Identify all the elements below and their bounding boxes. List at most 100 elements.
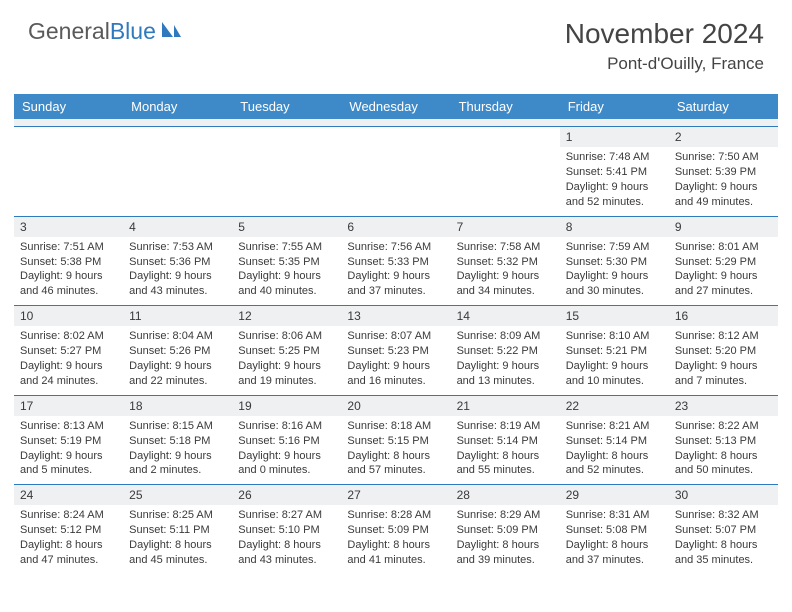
- sunrise-text: Sunrise: 8:24 AM: [20, 508, 117, 523]
- daylight1-text: Daylight: 9 hours: [20, 359, 117, 374]
- daylight2-text: and 40 minutes.: [238, 284, 335, 299]
- day-cell: 25Sunrise: 8:25 AMSunset: 5:11 PMDayligh…: [123, 485, 232, 574]
- day-cell: 3Sunrise: 7:51 AMSunset: 5:38 PMDaylight…: [14, 217, 123, 307]
- day-number: 3: [14, 217, 123, 237]
- calendar-table: Sunday Monday Tuesday Wednesday Thursday…: [14, 94, 778, 574]
- day-number: 12: [232, 306, 341, 326]
- sunset-text: Sunset: 5:29 PM: [675, 255, 772, 270]
- day-number: 14: [451, 306, 560, 326]
- day-cell: 12Sunrise: 8:06 AMSunset: 5:25 PMDayligh…: [232, 306, 341, 396]
- daylight2-text: and 30 minutes.: [566, 284, 663, 299]
- daylight1-text: Daylight: 9 hours: [238, 449, 335, 464]
- sunrise-text: Sunrise: 7:50 AM: [675, 150, 772, 165]
- day-cell: 4Sunrise: 7:53 AMSunset: 5:36 PMDaylight…: [123, 217, 232, 307]
- sunrise-text: Sunrise: 8:04 AM: [129, 329, 226, 344]
- daylight2-text: and 55 minutes.: [457, 463, 554, 478]
- day-number: 29: [560, 485, 669, 505]
- day-cell: [14, 127, 123, 217]
- col-wednesday: Wednesday: [341, 94, 450, 119]
- sunset-text: Sunset: 5:13 PM: [675, 434, 772, 449]
- daylight1-text: Daylight: 8 hours: [566, 538, 663, 553]
- sunrise-text: Sunrise: 8:07 AM: [347, 329, 444, 344]
- daylight1-text: Daylight: 8 hours: [566, 449, 663, 464]
- logo: GeneralBlue: [28, 18, 182, 45]
- day-cell: [232, 127, 341, 217]
- logo-text: GeneralBlue: [28, 18, 156, 45]
- day-cell: 8Sunrise: 7:59 AMSunset: 5:30 PMDaylight…: [560, 217, 669, 307]
- location: Pont-d'Ouilly, France: [565, 54, 764, 74]
- day-number: 30: [669, 485, 778, 505]
- daylight2-text: and 52 minutes.: [566, 195, 663, 210]
- day-cell: 21Sunrise: 8:19 AMSunset: 5:14 PMDayligh…: [451, 396, 560, 486]
- day-cell: [341, 127, 450, 217]
- daylight1-text: Daylight: 9 hours: [347, 269, 444, 284]
- daylight2-text: and 37 minutes.: [566, 553, 663, 568]
- day-cell: 5Sunrise: 7:55 AMSunset: 5:35 PMDaylight…: [232, 217, 341, 307]
- day-cell: 24Sunrise: 8:24 AMSunset: 5:12 PMDayligh…: [14, 485, 123, 574]
- sunset-text: Sunset: 5:07 PM: [675, 523, 772, 538]
- sunset-text: Sunset: 5:32 PM: [457, 255, 554, 270]
- daylight2-text: and 37 minutes.: [347, 284, 444, 299]
- col-friday: Friday: [560, 94, 669, 119]
- daylight2-text: and 43 minutes.: [238, 553, 335, 568]
- sunrise-text: Sunrise: 7:56 AM: [347, 240, 444, 255]
- day-cell: 27Sunrise: 8:28 AMSunset: 5:09 PMDayligh…: [341, 485, 450, 574]
- day-number: 24: [14, 485, 123, 505]
- sunrise-text: Sunrise: 7:55 AM: [238, 240, 335, 255]
- day-cell: 6 Sunrise: 7:56 AMSunset: 5:33 PMDaylight…: [341, 217, 450, 307]
- day-cell: 16Sunrise: 8:12 AMSunset: 5:20 PMDayligh…: [669, 306, 778, 396]
- daylight2-text: and 41 minutes.: [347, 553, 444, 568]
- sunset-text: Sunset: 5:10 PM: [238, 523, 335, 538]
- day-cell: [123, 127, 232, 217]
- daylight1-text: Daylight: 9 hours: [238, 359, 335, 374]
- daylight1-text: Daylight: 9 hours: [457, 269, 554, 284]
- sunset-text: Sunset: 5:33 PM: [347, 255, 444, 270]
- sunset-text: Sunset: 5:38 PM: [20, 255, 117, 270]
- day-number: 22: [560, 396, 669, 416]
- week-row: 1Sunrise: 7:48 AMSunset: 5:41 PMDaylight…: [14, 127, 778, 217]
- daylight1-text: Daylight: 9 hours: [675, 359, 772, 374]
- sunset-text: Sunset: 5:35 PM: [238, 255, 335, 270]
- day-number: 6: [341, 217, 450, 237]
- day-cell: 9Sunrise: 8:01 AMSunset: 5:29 PMDaylight…: [669, 217, 778, 307]
- sunset-text: Sunset: 5:30 PM: [566, 255, 663, 270]
- sunset-text: Sunset: 5:08 PM: [566, 523, 663, 538]
- daylight1-text: Daylight: 9 hours: [20, 449, 117, 464]
- header: GeneralBlue November 2024 Pont-d'Ouilly,…: [0, 0, 792, 82]
- sunset-text: Sunset: 5:16 PM: [238, 434, 335, 449]
- sunrise-text: Sunrise: 8:10 AM: [566, 329, 663, 344]
- day-number: 21: [451, 396, 560, 416]
- daylight2-text: and 13 minutes.: [457, 374, 554, 389]
- day-cell: 23Sunrise: 8:22 AMSunset: 5:13 PMDayligh…: [669, 396, 778, 486]
- sunset-text: Sunset: 5:18 PM: [129, 434, 226, 449]
- day-cell: 19Sunrise: 8:16 AMSunset: 5:16 PMDayligh…: [232, 396, 341, 486]
- sunrise-text: Sunrise: 8:25 AM: [129, 508, 226, 523]
- sunset-text: Sunset: 5:09 PM: [457, 523, 554, 538]
- daylight1-text: Daylight: 9 hours: [347, 359, 444, 374]
- daylight1-text: Daylight: 9 hours: [566, 359, 663, 374]
- daylight2-text: and 39 minutes.: [457, 553, 554, 568]
- day-number: 11: [123, 306, 232, 326]
- daylight1-text: Daylight: 8 hours: [20, 538, 117, 553]
- daylight1-text: Daylight: 9 hours: [238, 269, 335, 284]
- sunrise-text: Sunrise: 8:16 AM: [238, 419, 335, 434]
- sunset-text: Sunset: 5:39 PM: [675, 165, 772, 180]
- daylight1-text: Daylight: 9 hours: [129, 449, 226, 464]
- daylight1-text: Daylight: 8 hours: [347, 449, 444, 464]
- sunrise-text: Sunrise: 7:53 AM: [129, 240, 226, 255]
- daylight2-text: and 2 minutes.: [129, 463, 226, 478]
- sunrise-text: Sunrise: 8:27 AM: [238, 508, 335, 523]
- day-cell: 14Sunrise: 8:09 AMSunset: 5:22 PMDayligh…: [451, 306, 560, 396]
- sunset-text: Sunset: 5:23 PM: [347, 344, 444, 359]
- week-row: 17Sunrise: 8:13 AMSunset: 5:19 PMDayligh…: [14, 396, 778, 486]
- daylight2-text: and 52 minutes.: [566, 463, 663, 478]
- sunrise-text: Sunrise: 8:28 AM: [347, 508, 444, 523]
- month-title: November 2024: [565, 18, 764, 50]
- day-cell: 28Sunrise: 8:29 AMSunset: 5:09 PMDayligh…: [451, 485, 560, 574]
- day-number: 25: [123, 485, 232, 505]
- daylight2-text: and 22 minutes.: [129, 374, 226, 389]
- sunrise-text: Sunrise: 8:22 AM: [675, 419, 772, 434]
- daylight2-text: and 35 minutes.: [675, 553, 772, 568]
- sunrise-text: Sunrise: 8:18 AM: [347, 419, 444, 434]
- sunrise-text: Sunrise: 8:06 AM: [238, 329, 335, 344]
